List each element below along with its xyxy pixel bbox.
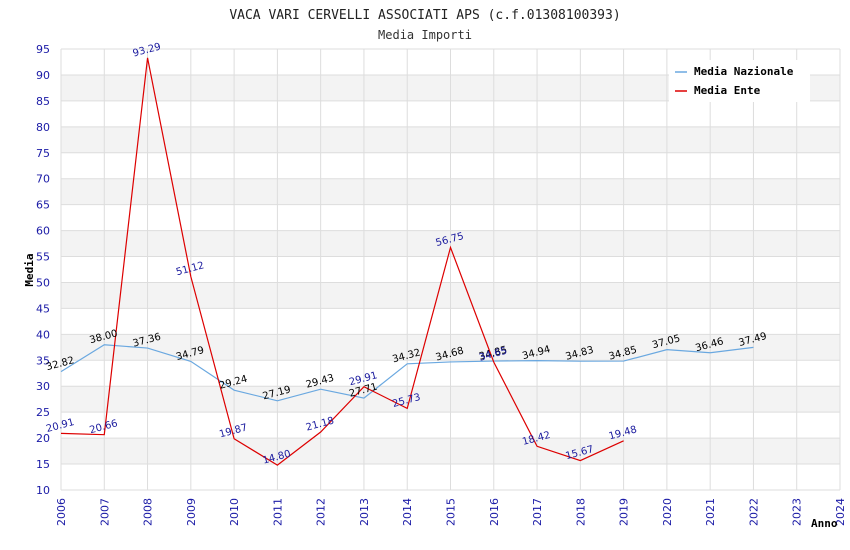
x-tick-label: 2017 (531, 498, 544, 526)
legend-label-nazionale: Media Nazionale (694, 65, 794, 78)
x-axis-ticks: 2006 2007 2008 2009 2010 2011 2012 2013 2014 2015… (55, 498, 847, 526)
x-tick-label: 2019 (618, 498, 631, 526)
chart-subtitle: Media Importi (378, 28, 472, 42)
x-tick-label: 2006 (55, 498, 68, 526)
y-tick-label: 35 (36, 354, 50, 367)
y-tick-label: 50 (36, 276, 50, 289)
data-label-ente: 21.18 (305, 416, 336, 434)
y-tick-label: 40 (36, 328, 50, 341)
x-tick-label: 2007 (98, 498, 111, 526)
y-tick-label: 85 (36, 95, 50, 108)
x-tick-label: 2020 (661, 498, 674, 526)
x-tick-label: 2021 (704, 498, 717, 526)
x-tick-label: 2023 (791, 498, 804, 526)
y-tick-label: 60 (36, 225, 50, 238)
y-tick-label: 75 (36, 147, 50, 160)
y-tick-label: 55 (36, 251, 50, 264)
y-tick-label: 45 (36, 302, 50, 315)
y-tick-label: 30 (36, 380, 50, 393)
x-axis-label: Anno (811, 517, 838, 530)
y-tick-label: 65 (36, 199, 50, 212)
x-tick-label: 2010 (228, 498, 241, 526)
x-tick-label: 2009 (185, 498, 198, 526)
y-tick-label: 70 (36, 173, 50, 186)
y-axis-ticks: 10 15 20 25 30 35 40 45 50 55 60 65 70 75 80 85 90 95 (36, 43, 50, 497)
legend-label-ente: Media Ente (694, 84, 761, 97)
y-tick-label: 20 (36, 432, 50, 445)
series-line-media-nazionale (60, 344, 754, 402)
chart-title: VACA VARI CERVELLI ASSOCIATI APS (c.f.01… (229, 8, 620, 23)
y-tick-label: 95 (36, 43, 50, 56)
x-tick-label: 2018 (574, 498, 587, 526)
y-axis-label: Media (23, 253, 36, 286)
data-label-ente: 20.91 (45, 417, 76, 435)
y-tick-label: 10 (36, 484, 50, 497)
series-line-media-ente (60, 57, 624, 466)
series-layer (60, 57, 754, 466)
x-tick-label: 2012 (315, 498, 328, 526)
x-tick-label: 2016 (488, 498, 501, 526)
x-tick-label: 2008 (142, 498, 155, 526)
y-tick-label: 90 (36, 69, 50, 82)
x-tick-label: 2011 (271, 498, 284, 526)
y-tick-label: 15 (36, 458, 50, 471)
data-label-ente: 20.66 (88, 418, 119, 436)
y-tick-label: 25 (36, 406, 50, 419)
x-tick-label: 2013 (358, 498, 371, 526)
legend-box (669, 60, 810, 102)
x-tick-label: 2022 (747, 498, 760, 526)
x-tick-label: 2014 (401, 498, 414, 526)
legend: Media Nazionale Media Ente (669, 60, 810, 102)
x-tick-label: 2015 (445, 498, 458, 526)
x-tick-label: 2024 (834, 498, 847, 526)
y-tick-label: 80 (36, 121, 50, 134)
data-label-ente: 93.29 (132, 41, 163, 59)
